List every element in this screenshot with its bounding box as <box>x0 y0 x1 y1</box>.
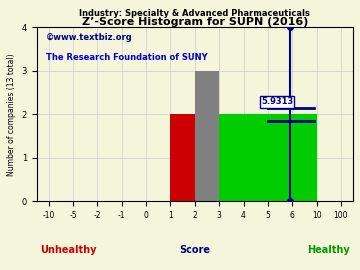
Text: Unhealthy: Unhealthy <box>40 245 96 255</box>
Bar <box>171 114 195 201</box>
Bar <box>195 71 219 201</box>
Title: Z’-Score Histogram for SUPN (2016): Z’-Score Histogram for SUPN (2016) <box>82 16 308 27</box>
Text: ©www.textbiz.org: ©www.textbiz.org <box>46 33 133 42</box>
Y-axis label: Number of companies (13 total): Number of companies (13 total) <box>7 53 16 176</box>
Text: Score: Score <box>179 245 210 255</box>
Text: Healthy: Healthy <box>307 245 350 255</box>
Text: Industry: Specialty & Advanced Pharmaceuticals: Industry: Specialty & Advanced Pharmaceu… <box>80 9 310 18</box>
Text: The Research Foundation of SUNY: The Research Foundation of SUNY <box>46 53 208 62</box>
Bar <box>219 114 316 201</box>
Text: 5.9313: 5.9313 <box>261 97 293 106</box>
